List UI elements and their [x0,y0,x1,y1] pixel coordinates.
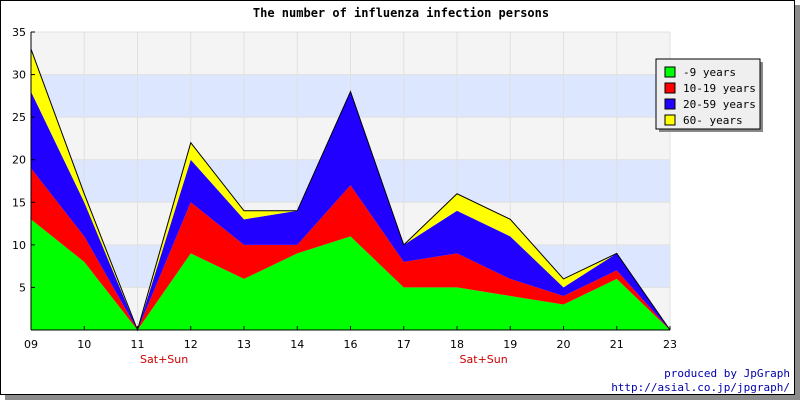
x-tick-label: 23 [663,338,677,351]
axes: 5 10 15 20 25 30 35 09 10 11 12 13 14 16 17 18 19 20 21 23 S… [12,26,677,366]
weekend-label: Sat+Sun [140,353,188,366]
x-tick-label: 14 [290,338,304,351]
y-tick-label: 10 [12,239,26,252]
series-area-9-years [31,219,670,330]
x-tick-label: 12 [184,338,198,351]
x-tick-label: 16 [344,338,358,351]
x-tick-label: 21 [610,338,624,351]
chart-title: The number of influenza infection person… [253,6,549,20]
y-tick-label: 5 [19,281,26,294]
legend-label: 60- years [683,114,743,127]
series-area-20-59-years [31,91,670,330]
series-area-10-19-years [31,168,670,330]
y-tick-label: 20 [12,154,26,167]
legend: -9 years 10-19 years 20-59 years 60- years [655,58,763,132]
y-tick-label: 35 [12,26,26,39]
credit-line-1: produced by JpGraph [664,367,790,380]
area-chart: The number of influenza infection person… [12,6,790,394]
y-tick-label: 30 [12,69,26,82]
legend-label: -9 years [683,66,736,79]
legend-swatch [664,82,676,94]
legend-swatch [664,98,676,110]
legend-label: 20-59 years [683,98,756,111]
legend-swatch [664,114,676,126]
weekend-label: Sat+Sun [460,353,508,366]
legend-swatch [664,66,676,78]
x-tick-label: 11 [131,338,145,351]
y-tick-label: 15 [12,196,26,209]
credit-line-2: http://asial.co.jp/jpgraph/ [611,381,790,394]
y-tick-label: 25 [12,111,26,124]
x-tick-label: 18 [450,338,464,351]
legend-label: 10-19 years [683,82,756,95]
x-tick-label: 10 [77,338,91,351]
x-tick-label: 13 [237,338,251,351]
x-tick-label: 19 [503,338,517,351]
x-tick-label: 20 [557,338,571,351]
x-tick-label: 09 [24,338,38,351]
x-tick-label: 17 [397,338,411,351]
